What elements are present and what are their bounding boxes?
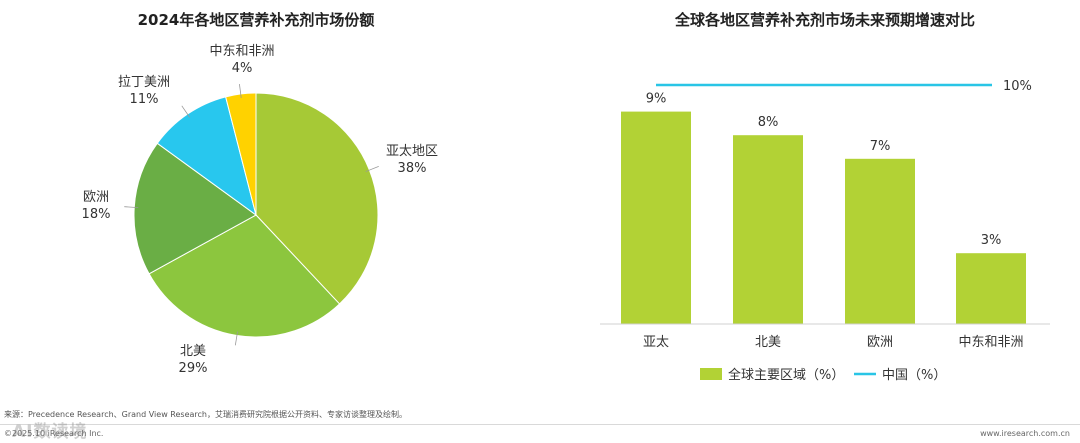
pie-leader-line bbox=[365, 166, 379, 172]
bar-value-label: 8% bbox=[758, 115, 779, 130]
bar-value-label: 3% bbox=[981, 233, 1002, 248]
legend-swatch-bar bbox=[700, 368, 722, 380]
pie-slice-value-label: 29% bbox=[179, 361, 208, 376]
bar-item-1 bbox=[733, 135, 803, 324]
pie-leader-line bbox=[234, 331, 238, 346]
pie-slice-name-label: 中东和非洲 bbox=[209, 44, 274, 59]
pie-leader-line bbox=[239, 83, 242, 98]
website-url: www.iresearch.com.cn bbox=[980, 429, 1070, 438]
pie-slice-name-label: 北美 bbox=[180, 344, 206, 359]
bar-item-2 bbox=[845, 158, 915, 324]
legend-label-line: 中国（%） bbox=[882, 368, 946, 383]
pie-slice-value-label: 18% bbox=[82, 207, 111, 222]
source-note: 来源：Precedence Research、Grand View Resear… bbox=[4, 410, 407, 419]
bar-chart: 全球各地区营养补充剂市场未来预期增速对比 9% 亚太 8% 北美 7% 欧洲 3% 中东和非洲… bbox=[600, 11, 1050, 383]
x-tick-label: 亚太 bbox=[643, 335, 669, 350]
pie-slice-name-label: 欧洲 bbox=[83, 190, 109, 205]
footer-divider bbox=[0, 424, 1080, 425]
pie-leader-line bbox=[124, 206, 139, 208]
pie-slice-value-label: 11% bbox=[130, 92, 159, 107]
copyright: ©2025.10 iResearch Inc. bbox=[4, 429, 104, 438]
legend-label-bar: 全球主要区域（%） bbox=[728, 367, 844, 383]
pie-chart-title: 2024年各地区营养补充剂市场份额 bbox=[138, 11, 375, 29]
bar-value-label: 7% bbox=[870, 139, 891, 154]
pie-slice-name-label: 亚太地区 bbox=[386, 144, 438, 159]
bar-item-3 bbox=[956, 253, 1026, 324]
china-growth-label: 10% bbox=[1003, 79, 1032, 94]
x-tick-label: 欧洲 bbox=[867, 335, 893, 350]
pie-leader-line bbox=[181, 105, 191, 118]
pie-slice-value-label: 38% bbox=[398, 161, 427, 176]
bar-value-label: 9% bbox=[646, 92, 667, 107]
watermark: AI数读境 bbox=[12, 422, 88, 442]
x-tick-label: 中东和非洲 bbox=[958, 335, 1023, 350]
x-tick-label: 北美 bbox=[755, 335, 781, 350]
bar-chart-title: 全球各地区营养补充剂市场未来预期增速对比 bbox=[674, 11, 975, 29]
pie-chart: 2024年各地区营养补充剂市场份额 亚太地区 38% 北美 29% 欧洲 18% 拉丁美洲 1… bbox=[82, 11, 438, 376]
bar-item-0 bbox=[621, 111, 691, 324]
pie-slice-name-label: 拉丁美洲 bbox=[118, 75, 170, 90]
pie-slice-value-label: 4% bbox=[232, 61, 253, 76]
